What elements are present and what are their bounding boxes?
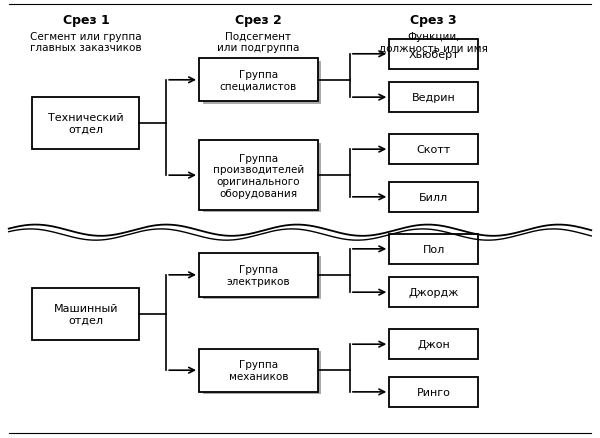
- Text: Группа
электриков: Группа электриков: [227, 265, 290, 286]
- Text: Технический
отдел: Технический отдел: [48, 113, 124, 134]
- Bar: [389, 83, 478, 113]
- Bar: [203, 62, 322, 105]
- Bar: [199, 59, 318, 102]
- Text: Срез 3: Срез 3: [410, 14, 457, 27]
- Bar: [389, 234, 478, 265]
- Text: Срез 1: Срез 1: [62, 14, 109, 27]
- Bar: [32, 98, 139, 150]
- Text: Пол: Пол: [422, 244, 445, 254]
- Bar: [199, 141, 318, 210]
- Bar: [199, 254, 318, 297]
- Text: Скотт: Скотт: [416, 145, 451, 155]
- Text: Джон: Джон: [418, 339, 450, 350]
- Text: Функции,
должность или имя: Функции, должность или имя: [379, 32, 488, 53]
- Text: Группа
механиков: Группа механиков: [229, 360, 288, 381]
- Text: Билл: Билл: [419, 192, 448, 202]
- Text: Джордж: Джордж: [409, 287, 459, 297]
- Text: Хьюберт: Хьюберт: [409, 49, 459, 60]
- Text: Группа
производителей
оригинального
оборудования: Группа производителей оригинального обор…: [213, 153, 304, 198]
- Bar: [203, 144, 322, 213]
- Bar: [389, 182, 478, 212]
- Text: Подсегмент
или подгруппа: Подсегмент или подгруппа: [217, 32, 299, 53]
- Text: Срез 2: Срез 2: [235, 14, 282, 27]
- Bar: [203, 256, 322, 300]
- Bar: [389, 377, 478, 407]
- Bar: [389, 39, 478, 70]
- Text: Сегмент или группа
главных заказчиков: Сегмент или группа главных заказчиков: [30, 32, 142, 53]
- Text: Группа
специалистов: Группа специалистов: [220, 70, 297, 92]
- Bar: [32, 288, 139, 340]
- Text: Ринго: Ринго: [417, 387, 451, 397]
- Bar: [389, 329, 478, 360]
- Bar: [199, 349, 318, 392]
- Text: Ведрин: Ведрин: [412, 93, 455, 103]
- Bar: [203, 351, 322, 395]
- Text: Машинный
отдел: Машинный отдел: [54, 304, 118, 325]
- Bar: [389, 277, 478, 307]
- Bar: [389, 134, 478, 165]
